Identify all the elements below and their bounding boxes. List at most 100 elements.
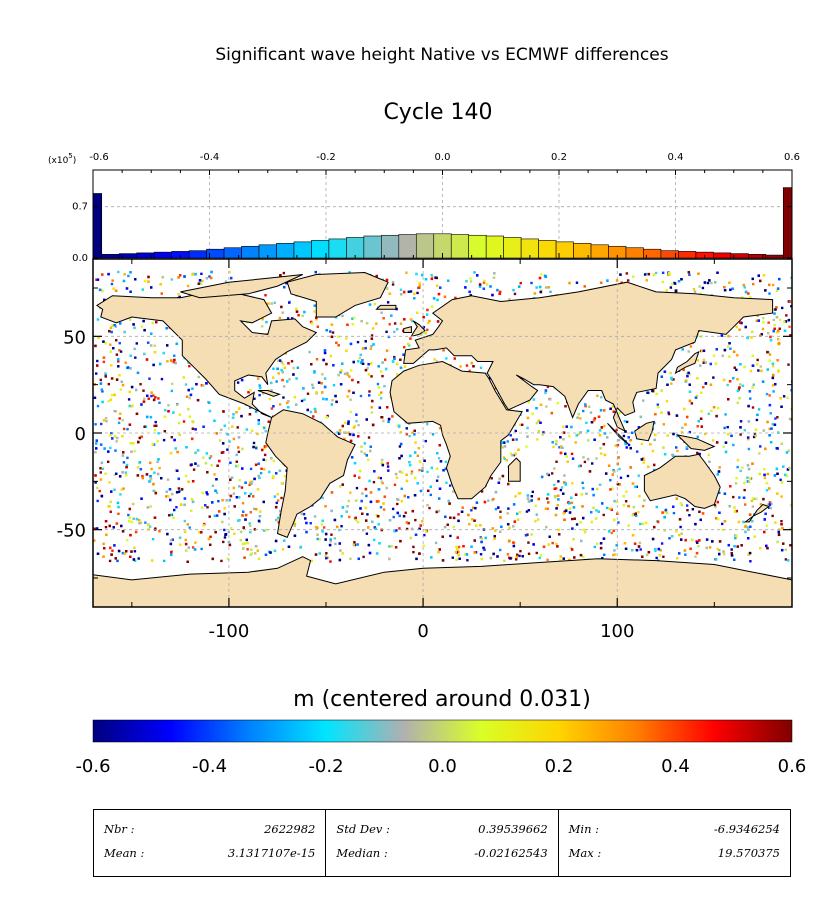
map-data-point bbox=[325, 416, 329, 419]
map-data-point bbox=[723, 348, 727, 352]
map-data-point bbox=[784, 320, 788, 323]
map-data-point bbox=[708, 279, 711, 282]
map-data-point bbox=[722, 445, 725, 448]
map-data-point bbox=[546, 472, 549, 476]
map-data-point bbox=[151, 559, 154, 562]
map-data-point bbox=[635, 485, 638, 489]
map-data-point bbox=[582, 528, 586, 532]
map-data-point bbox=[582, 456, 585, 459]
map-data-point bbox=[191, 387, 194, 390]
map-data-point bbox=[121, 530, 125, 533]
map-data-point bbox=[422, 315, 425, 319]
map-data-point bbox=[492, 276, 496, 279]
map-data-point bbox=[355, 519, 358, 522]
map-data-point bbox=[138, 522, 141, 525]
map-data-point bbox=[457, 513, 460, 516]
map-data-point bbox=[559, 436, 562, 439]
map-data-point bbox=[530, 499, 533, 502]
map-data-point bbox=[563, 518, 566, 522]
map-data-point bbox=[357, 423, 360, 427]
map-data-point bbox=[607, 464, 611, 467]
map-data-point bbox=[586, 457, 590, 461]
map-data-point bbox=[101, 390, 104, 393]
map-data-point bbox=[644, 521, 648, 525]
map-data-point bbox=[544, 286, 548, 289]
map-data-point bbox=[154, 420, 157, 424]
map-data-point bbox=[341, 506, 345, 509]
map-data-point bbox=[546, 558, 549, 562]
map-data-point bbox=[754, 434, 757, 437]
map-data-point bbox=[595, 542, 599, 545]
map-data-point bbox=[231, 425, 234, 428]
map-data-point bbox=[380, 391, 383, 394]
map-data-point bbox=[761, 327, 765, 331]
map-data-point bbox=[104, 472, 107, 475]
map-data-point bbox=[150, 467, 153, 471]
map-data-point bbox=[156, 439, 159, 443]
map-data-point bbox=[742, 496, 746, 499]
map-data-point bbox=[221, 520, 224, 524]
map-data-point bbox=[270, 389, 273, 392]
map-data-point bbox=[430, 556, 433, 559]
map-data-point bbox=[506, 553, 510, 556]
map-data-point bbox=[399, 442, 403, 446]
map-data-point bbox=[278, 469, 282, 472]
map-data-point bbox=[612, 469, 615, 472]
map-data-point bbox=[759, 503, 763, 506]
map-data-point bbox=[254, 410, 258, 413]
map-data-point bbox=[456, 536, 459, 539]
map-data-point bbox=[775, 306, 778, 309]
map-data-point bbox=[143, 425, 146, 429]
map-data-point bbox=[422, 326, 426, 329]
map-data-point bbox=[268, 470, 271, 474]
map-data-point bbox=[271, 476, 275, 479]
map-data-point bbox=[112, 347, 115, 350]
map-data-point bbox=[167, 404, 170, 407]
map-data-point bbox=[787, 449, 790, 452]
map-data-point bbox=[470, 361, 473, 365]
map-data-point bbox=[400, 454, 403, 458]
map-data-point bbox=[129, 533, 132, 537]
map-data-point bbox=[208, 409, 212, 413]
map-data-point bbox=[159, 283, 162, 286]
map-data-point bbox=[399, 288, 403, 291]
map-data-point bbox=[568, 502, 571, 505]
map-data-point bbox=[281, 362, 285, 366]
map-data-point bbox=[117, 365, 120, 368]
map-data-point bbox=[744, 525, 747, 528]
map-data-point bbox=[220, 559, 223, 563]
map-data-point bbox=[343, 372, 347, 376]
map-data-point bbox=[790, 305, 792, 308]
map-data-point bbox=[670, 376, 673, 380]
map-data-point bbox=[128, 516, 132, 519]
map-data-point bbox=[290, 360, 294, 363]
map-data-point bbox=[697, 419, 700, 423]
map-data-point bbox=[571, 527, 574, 530]
map-data-point bbox=[525, 445, 528, 448]
map-data-point bbox=[553, 495, 557, 498]
map-data-point bbox=[421, 466, 424, 470]
map-data-point bbox=[527, 552, 531, 555]
map-data-point bbox=[358, 356, 362, 360]
map-data-point bbox=[431, 275, 434, 279]
map-data-point bbox=[733, 510, 737, 513]
map-data-point bbox=[314, 553, 318, 556]
map-data-point bbox=[208, 456, 212, 460]
map-data-point bbox=[680, 278, 683, 281]
histogram-ticks: -0.6 -0.4 -0.2 0.0 0.2 0.4 0.60.00.7 bbox=[72, 152, 800, 264]
map-data-point bbox=[281, 548, 285, 551]
map-data-point bbox=[706, 281, 710, 285]
map-data-point bbox=[355, 413, 358, 416]
map-data-point bbox=[748, 551, 752, 555]
map-data-point bbox=[414, 518, 417, 522]
map-data-point bbox=[317, 381, 321, 384]
map-data-point bbox=[382, 502, 385, 505]
map-data-point bbox=[381, 463, 385, 467]
map-data-point bbox=[137, 519, 141, 522]
map-data-point bbox=[124, 471, 128, 474]
map-data-point bbox=[608, 507, 612, 510]
map-data-point bbox=[582, 555, 585, 559]
map-data-point bbox=[696, 541, 699, 544]
map-data-point bbox=[236, 381, 240, 384]
map-data-point bbox=[236, 464, 240, 468]
